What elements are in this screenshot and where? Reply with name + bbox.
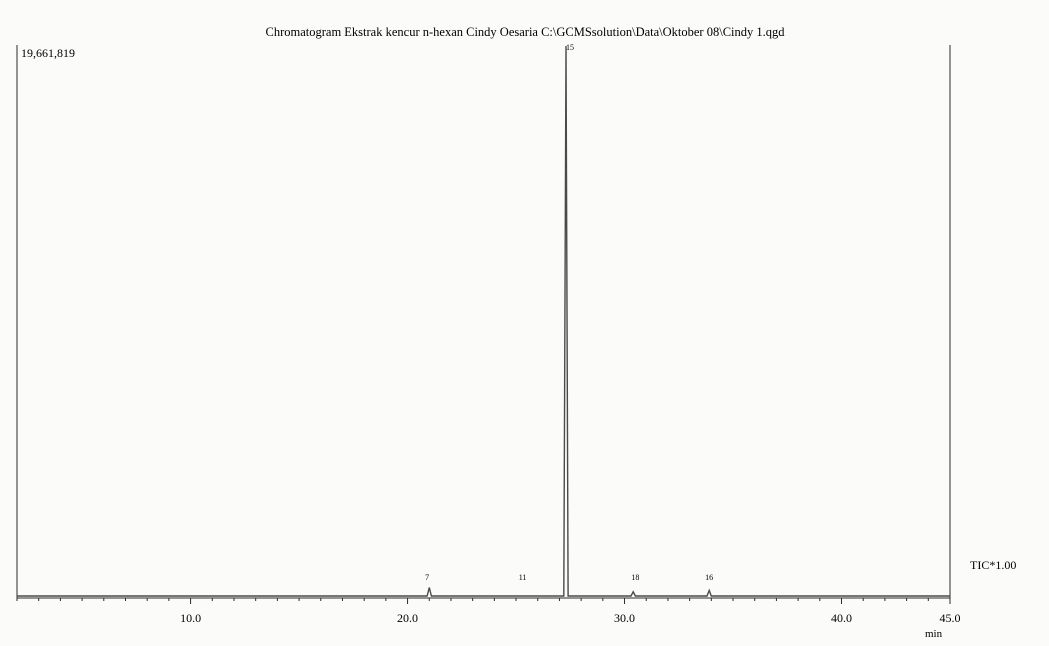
x-tick-label: 45.0 bbox=[940, 611, 961, 625]
trace-label: TIC*1.00 bbox=[970, 558, 1016, 572]
y-max-label: 19,661,819 bbox=[21, 46, 75, 60]
x-axis-ticks bbox=[16, 598, 951, 604]
peak-label: 15 bbox=[566, 43, 574, 52]
x-tick-label: 40.0 bbox=[831, 611, 852, 625]
chart-title: Chromatogram Ekstrak kencur n-hexan Cind… bbox=[265, 25, 785, 39]
x-tick-label: 20.0 bbox=[397, 611, 418, 625]
x-tick-label: 30.0 bbox=[614, 611, 635, 625]
x-axis-unit-label: min bbox=[925, 628, 943, 640]
x-tick-label: 10.0 bbox=[180, 611, 201, 625]
peak-labels: 7 11 15 18 16 bbox=[425, 43, 713, 582]
peak-label: 7 bbox=[425, 573, 429, 582]
peak-label: 16 bbox=[705, 573, 713, 582]
peak-label: 11 bbox=[519, 573, 527, 582]
tic-trace bbox=[17, 45, 950, 597]
peak-label: 18 bbox=[631, 573, 639, 582]
x-axis-tick-labels: 10.0 20.0 30.0 40.0 45.0 bbox=[180, 611, 960, 625]
